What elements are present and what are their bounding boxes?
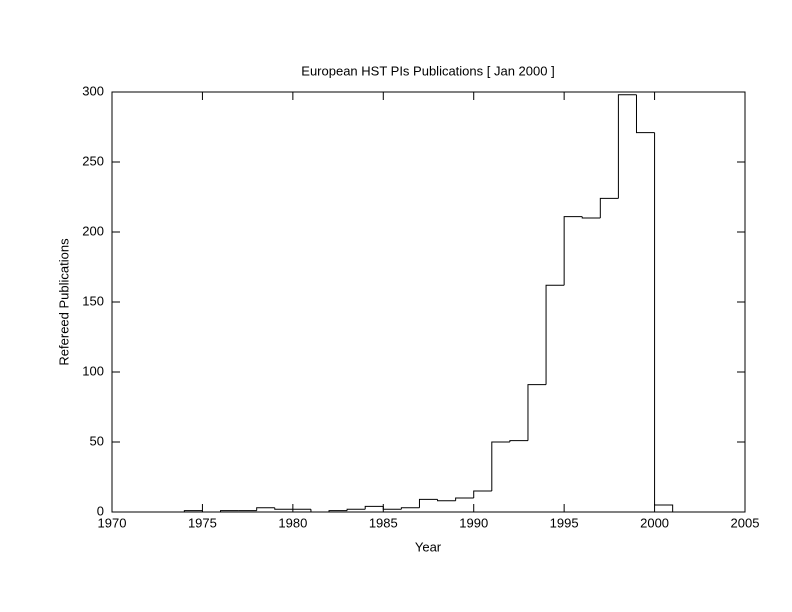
histogram-step (617, 94, 637, 199)
histogram-step (183, 510, 203, 512)
histogram-step (455, 497, 474, 501)
x-tick-label: 1995 (550, 515, 579, 530)
histogram-step (364, 505, 384, 510)
histogram-step (635, 94, 655, 134)
histogram-step (274, 507, 293, 510)
histogram-step (220, 510, 239, 512)
x-tick-label: 1990 (459, 515, 488, 530)
histogram-step (400, 507, 420, 510)
histogram-step (310, 509, 330, 513)
histogram-step (654, 132, 674, 512)
x-axis-label: Year (415, 539, 442, 554)
histogram-step (437, 499, 456, 502)
histogram-step (418, 498, 438, 508)
histogram-step (473, 490, 492, 498)
y-tick-label: 150 (82, 293, 104, 308)
histogram-step (509, 440, 528, 442)
y-tick-label: 200 (82, 223, 104, 238)
histogram-step (201, 510, 221, 513)
y-tick-label: 300 (82, 83, 104, 98)
x-tick-label: 1980 (278, 515, 307, 530)
histogram-step (491, 441, 510, 491)
x-tick-label: 1970 (98, 515, 127, 530)
x-tick-label: 1975 (188, 515, 217, 530)
y-tick-label: 250 (82, 153, 104, 168)
histogram-step (563, 216, 583, 286)
x-tick-label: 1985 (369, 515, 398, 530)
chart-title: European HST PIs Publications [ Jan 2000… (301, 63, 554, 78)
x-tick-label: 2005 (731, 515, 760, 530)
y-tick-label: 100 (82, 363, 104, 378)
histogram-step (346, 508, 366, 511)
histogram-step (382, 506, 402, 510)
plot-frame (111, 91, 746, 513)
y-axis-label: Refereed Publications (56, 238, 71, 366)
histogram-step (256, 507, 275, 511)
histogram-step (581, 216, 601, 219)
histogram-step (545, 284, 565, 385)
histogram-step (599, 197, 619, 218)
x-tick-label: 2000 (640, 515, 669, 530)
y-tick-label: 50 (90, 433, 104, 448)
histogram-step (527, 384, 547, 441)
y-tick-label: 0 (97, 503, 104, 518)
histogram-step (328, 510, 348, 512)
